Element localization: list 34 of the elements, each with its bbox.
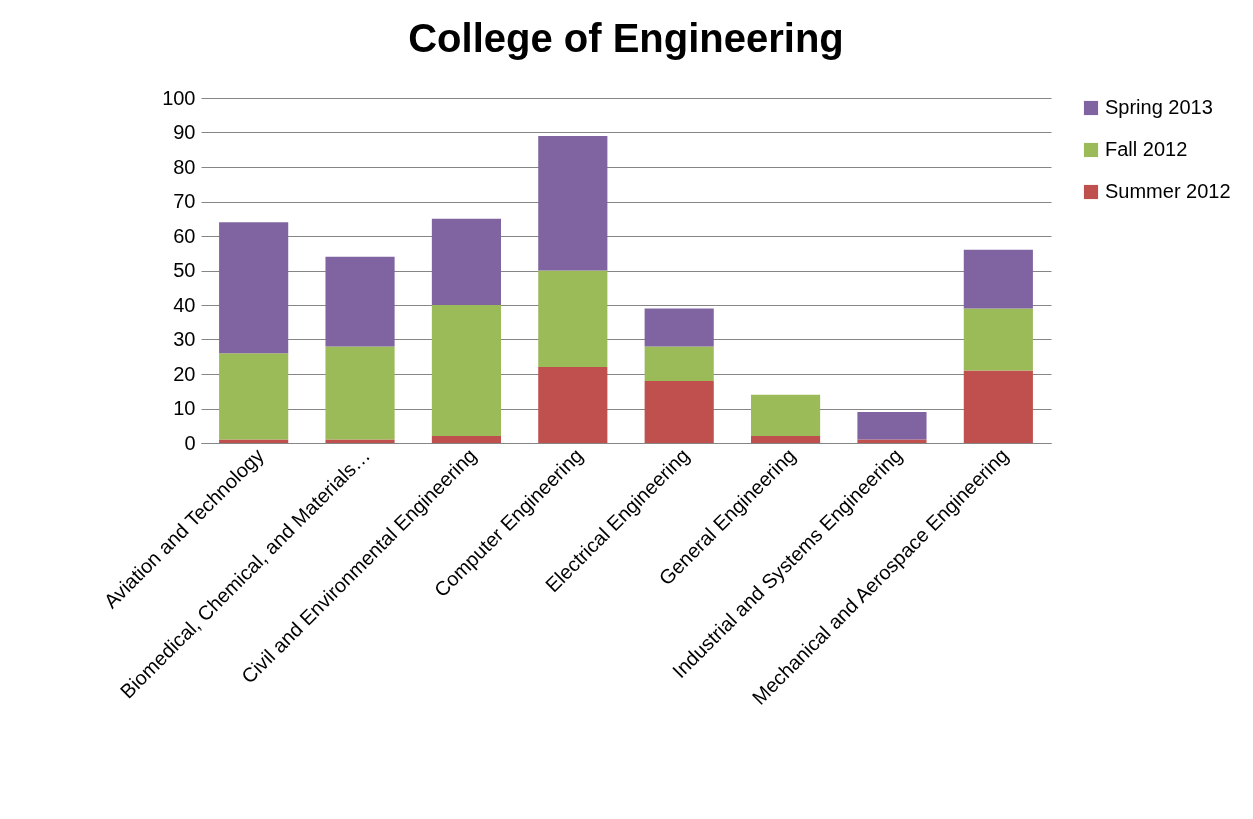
bar bbox=[431, 305, 501, 437]
y-tick-label: 0 bbox=[184, 431, 196, 454]
bar bbox=[751, 436, 821, 443]
bar bbox=[538, 367, 608, 443]
y-tick-label: 10 bbox=[173, 397, 196, 419]
bar bbox=[538, 135, 608, 271]
y-tick-label: 40 bbox=[173, 293, 196, 316]
bar bbox=[431, 436, 501, 443]
y-tick-label: 80 bbox=[173, 155, 196, 178]
legend-label: Summer 2012 bbox=[1105, 180, 1231, 202]
legend-label: Fall 2012 bbox=[1105, 138, 1188, 160]
bar bbox=[431, 218, 501, 305]
legend-label: Spring 2013 bbox=[1105, 96, 1213, 118]
y-tick-label: 70 bbox=[173, 190, 196, 212]
bar bbox=[963, 249, 1033, 309]
bar bbox=[219, 353, 289, 440]
bar bbox=[644, 308, 714, 347]
bar bbox=[857, 411, 927, 440]
bar bbox=[751, 394, 821, 437]
y-tick-label: 100 bbox=[162, 86, 196, 109]
bar bbox=[219, 222, 289, 354]
bar bbox=[538, 270, 608, 368]
bar bbox=[963, 308, 1033, 371]
bar bbox=[644, 380, 714, 443]
bar bbox=[325, 346, 395, 440]
bar bbox=[644, 346, 714, 381]
y-tick-label: 90 bbox=[173, 121, 196, 143]
chart-title: College of Engineering bbox=[408, 16, 844, 60]
bar bbox=[325, 256, 395, 347]
y-tick-label: 20 bbox=[173, 362, 196, 385]
bar bbox=[963, 370, 1033, 443]
y-tick-label: 50 bbox=[173, 259, 196, 281]
y-tick-label: 60 bbox=[173, 224, 196, 247]
y-tick-label: 30 bbox=[173, 328, 196, 350]
